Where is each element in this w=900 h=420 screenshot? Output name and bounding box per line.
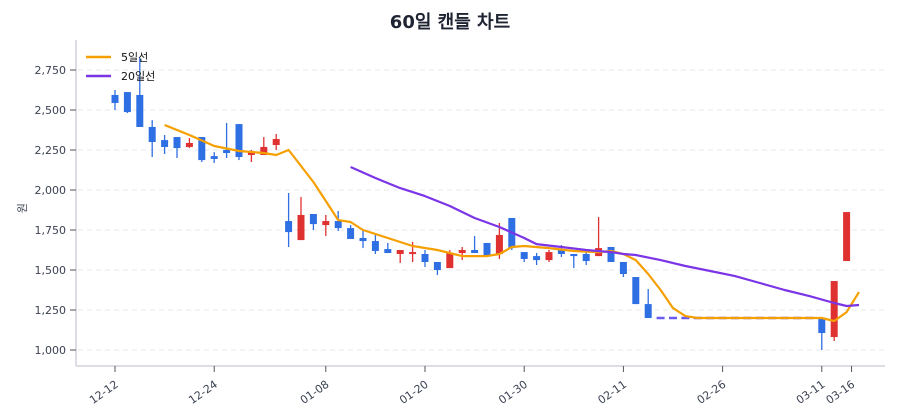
candle-down xyxy=(111,90,119,110)
candle-down xyxy=(433,262,441,275)
candle-down xyxy=(309,214,317,230)
x-tick-label: 02-26 xyxy=(695,378,729,407)
x-tick-label: 12-12 xyxy=(87,378,121,407)
candle-up xyxy=(830,281,838,342)
candle-up xyxy=(458,246,466,261)
y-tick-label: 1,750 xyxy=(35,224,67,237)
x-tick-label: 03-16 xyxy=(824,378,858,407)
x-tick-label: 01-30 xyxy=(496,378,530,407)
legend-label: 20일선 xyxy=(121,69,155,83)
x-tick-label: 01-20 xyxy=(397,378,431,407)
candle-down xyxy=(632,277,640,305)
y-tick-label: 1,250 xyxy=(35,304,67,317)
candle-up xyxy=(545,250,553,262)
ma20-line xyxy=(350,165,860,308)
candle-down xyxy=(607,246,615,262)
candle-down xyxy=(421,250,429,267)
x-tick-label: 01-08 xyxy=(298,378,332,407)
candle-down xyxy=(161,134,169,154)
moving-average-lines xyxy=(164,123,860,323)
x-axis-ticks: 12-12 12-24 01-08 01-20 01-30 02-11 02-26 03-11… xyxy=(87,366,857,407)
candle-up xyxy=(297,197,305,241)
x-tick-label: 12-24 xyxy=(186,378,220,407)
candle-down xyxy=(148,120,156,158)
candle-down xyxy=(471,236,479,254)
candles xyxy=(111,58,851,350)
candle-down xyxy=(235,124,243,161)
candle-down xyxy=(520,252,528,262)
candle-up xyxy=(272,134,280,150)
y-tick-label: 2,000 xyxy=(35,184,67,197)
legend-label: 5일선 xyxy=(121,50,148,64)
legend: 5일선 20일선 xyxy=(86,50,155,83)
candle-down xyxy=(359,230,367,249)
candle-down xyxy=(371,233,379,254)
y-tick-label: 2,250 xyxy=(35,144,67,157)
candle-down xyxy=(210,152,218,163)
candle-down xyxy=(619,262,627,278)
axes xyxy=(75,40,885,367)
candle-down xyxy=(644,289,652,318)
candle-down xyxy=(285,193,293,247)
candle-down xyxy=(533,253,541,266)
y-tick-label: 2,750 xyxy=(35,64,67,77)
candle-down xyxy=(347,225,355,239)
gridlines xyxy=(78,69,885,351)
chart-title: 60일 캔들 차트 xyxy=(389,12,511,33)
candle-down xyxy=(223,122,231,158)
x-tick-label: 03-11 xyxy=(794,378,828,407)
candle-up xyxy=(396,250,404,263)
y-tick-label: 1,000 xyxy=(35,344,67,357)
y-tick-label: 2,500 xyxy=(35,104,67,117)
candle-up xyxy=(185,138,193,149)
x-tick-label: 02-11 xyxy=(595,378,629,407)
candle-down xyxy=(818,318,826,350)
ma5-line xyxy=(164,123,860,323)
candle-down xyxy=(123,92,131,114)
candle-down xyxy=(173,137,181,158)
candle-up xyxy=(843,212,851,262)
candle-down xyxy=(136,58,144,127)
candle-down xyxy=(384,242,392,254)
y-axis-ticks: 1,000 1,250 1,500 1,750 2,000 2,250 2,500 2,750 xyxy=(35,64,76,357)
y-axis-label: 원 xyxy=(16,203,29,213)
candle-up xyxy=(322,214,330,237)
candle-down xyxy=(483,242,491,258)
candle-down xyxy=(570,254,578,269)
y-tick-label: 1,500 xyxy=(35,264,67,277)
